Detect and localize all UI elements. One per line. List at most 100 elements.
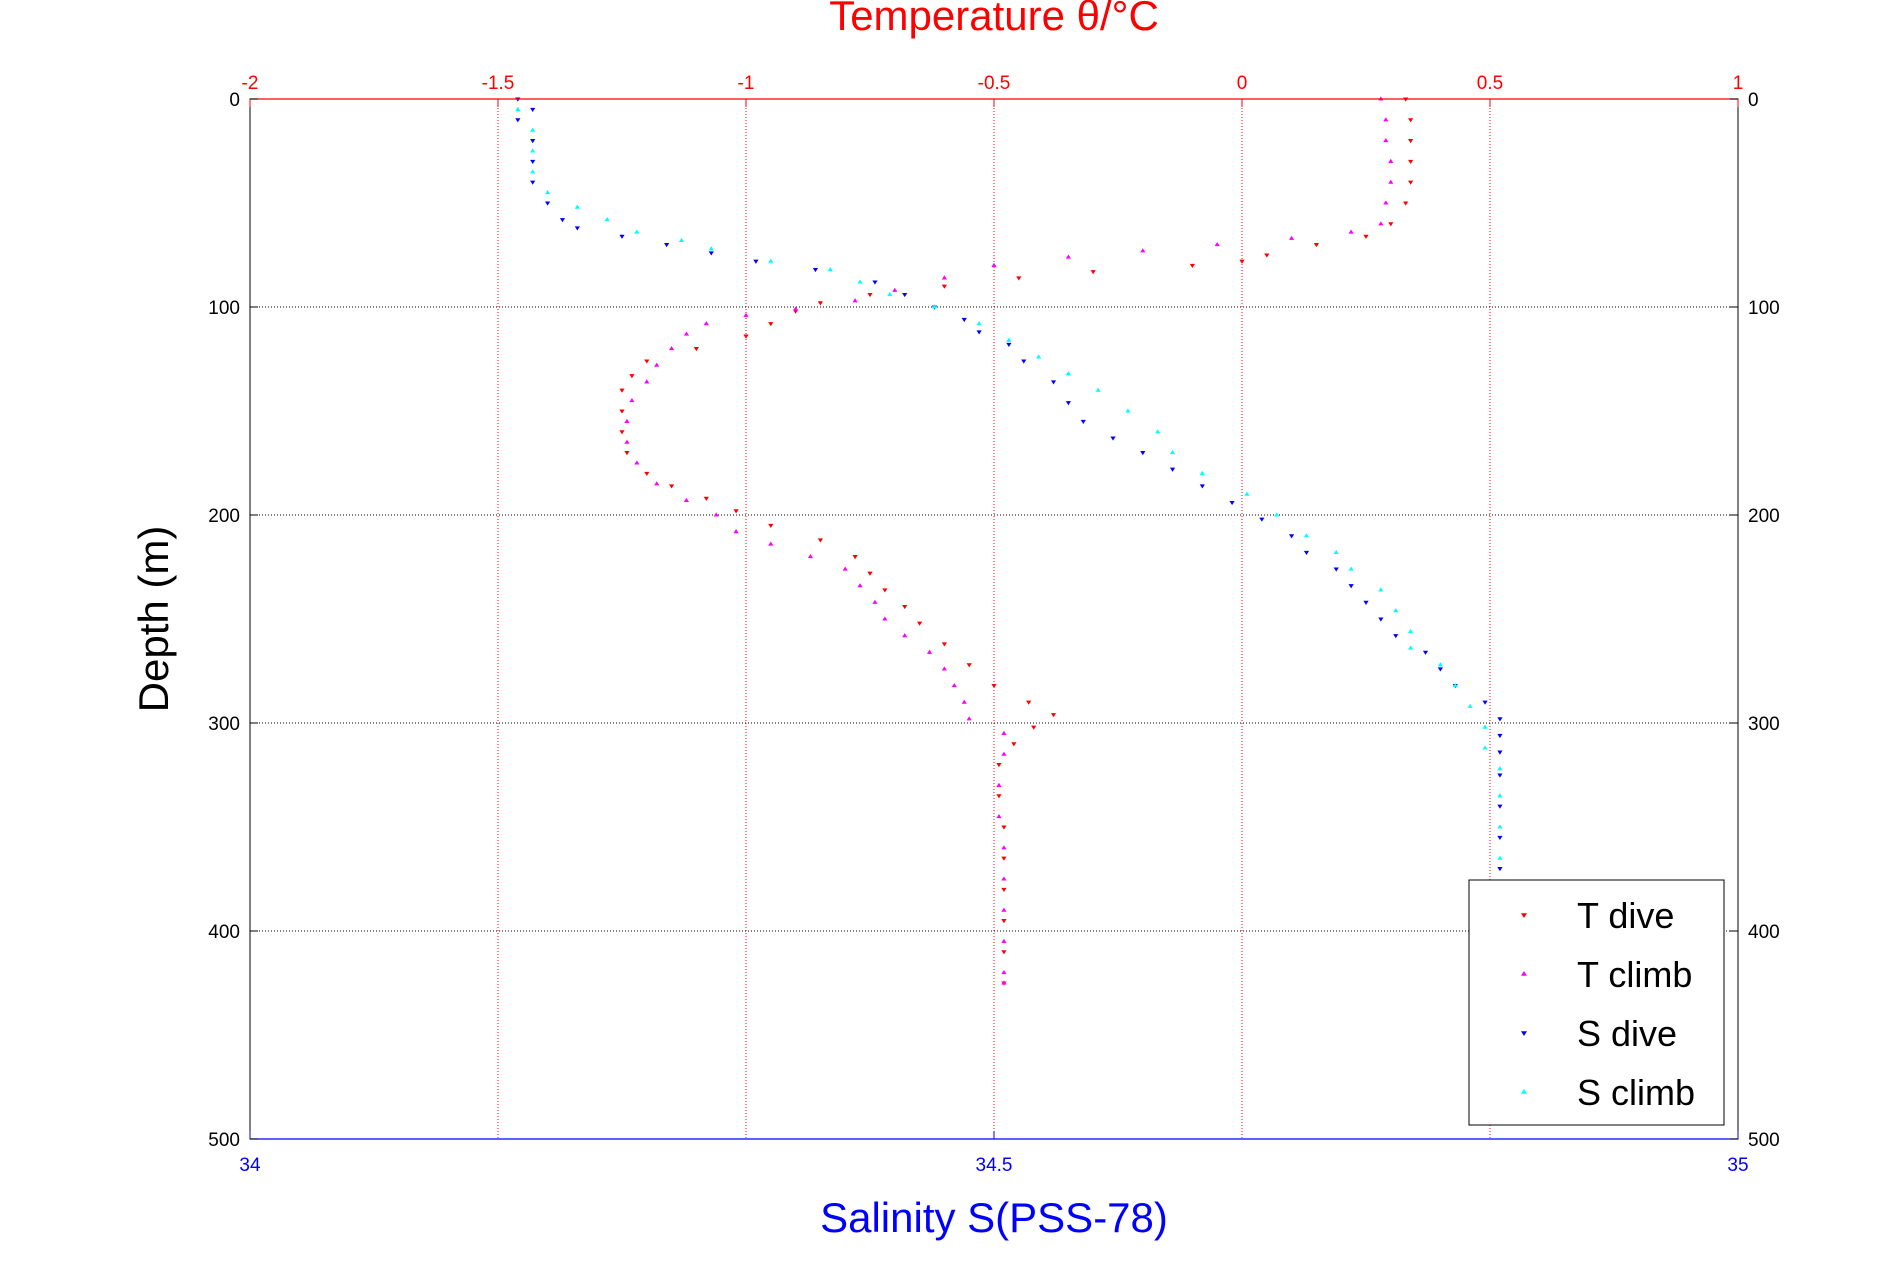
point-t-climb	[644, 379, 650, 384]
point-s-dive	[1140, 451, 1146, 456]
point-t-climb	[951, 682, 957, 688]
point-t-dive	[1408, 118, 1414, 123]
point-t-dive	[1001, 950, 1007, 955]
point-s-climb	[1155, 429, 1161, 434]
point-s-climb	[1169, 450, 1176, 455]
point-t-climb	[624, 418, 630, 423]
point-s-dive	[1482, 700, 1488, 705]
point-s-dive	[1169, 467, 1176, 472]
point-t-climb	[842, 566, 848, 571]
point-t-dive	[1408, 180, 1414, 185]
point-s-dive	[1110, 436, 1116, 441]
y-axis-label: Depth (m)	[130, 526, 177, 713]
point-t-climb	[1388, 158, 1394, 163]
point-t-climb	[1001, 980, 1007, 985]
point-t-dive	[867, 292, 873, 298]
point-t-climb	[1378, 221, 1384, 226]
point-t-dive	[1408, 139, 1414, 144]
legend-marker	[1521, 971, 1527, 976]
point-s-climb	[887, 291, 893, 297]
point-t-climb	[852, 298, 858, 303]
point-s-climb	[530, 169, 536, 174]
point-t-dive	[882, 588, 888, 593]
data-marks	[515, 96, 1503, 986]
point-s-climb	[1065, 370, 1071, 376]
point-s-climb	[574, 204, 580, 209]
point-s-climb	[1333, 549, 1339, 554]
point-t-dive	[1403, 201, 1409, 206]
depth-tick-label-left: 500	[208, 1130, 240, 1151]
point-t-climb	[1001, 907, 1007, 912]
point-s-dive	[753, 259, 759, 264]
point-t-climb	[733, 529, 739, 534]
salinity-tick-label: 35	[1727, 1155, 1748, 1176]
point-s-dive	[1259, 517, 1265, 522]
point-t-climb	[926, 649, 933, 654]
point-t-dive	[991, 684, 997, 689]
point-t-climb	[882, 616, 888, 621]
point-s-climb	[515, 106, 521, 111]
point-s-dive	[1497, 835, 1503, 840]
point-t-climb	[1001, 751, 1007, 756]
point-t-climb	[654, 362, 660, 367]
point-s-dive	[812, 268, 819, 273]
point-s-dive	[664, 243, 670, 248]
point-s-climb	[1125, 408, 1131, 413]
legend: T dive T climb S dive S climb	[1468, 879, 1725, 1126]
point-s-climb	[1408, 645, 1414, 650]
point-t-dive	[624, 451, 630, 456]
legend-label: S climb	[1577, 1072, 1695, 1113]
point-t-climb	[1383, 200, 1389, 205]
point-t-dive	[669, 484, 675, 489]
x-axis-label: Salinity S(PSS-78)	[820, 1194, 1168, 1241]
point-t-climb	[793, 306, 799, 311]
depth-tick-label-left: 400	[208, 922, 240, 943]
depth-tick-label-right: 200	[1748, 506, 1780, 527]
point-s-climb	[1036, 354, 1042, 359]
point-t-climb	[1348, 229, 1354, 234]
point-s-dive	[545, 201, 551, 206]
point-s-climb	[1497, 766, 1503, 771]
point-s-dive	[559, 218, 566, 223]
point-t-climb	[1065, 254, 1071, 259]
point-s-dive	[1437, 667, 1443, 672]
point-s-climb	[1408, 628, 1414, 634]
depth-tick-label-left: 100	[208, 298, 240, 319]
point-t-dive	[1011, 742, 1017, 747]
point-s-climb	[634, 229, 640, 234]
point-t-climb	[1214, 242, 1220, 247]
point-t-dive	[1189, 263, 1195, 268]
point-t-climb	[902, 633, 908, 638]
point-s-dive	[1333, 567, 1339, 572]
temperature-tick-label: -1.5	[482, 73, 515, 94]
point-t-dive	[768, 523, 774, 528]
point-t-dive	[1001, 856, 1007, 861]
point-t-climb	[1383, 138, 1389, 143]
point-t-climb	[1001, 876, 1007, 881]
point-s-climb	[1482, 745, 1488, 750]
point-s-dive	[574, 226, 580, 231]
point-s-dive	[976, 330, 982, 335]
temperature-tick-label: -1	[738, 73, 755, 94]
point-s-dive	[872, 280, 878, 285]
point-t-climb	[941, 275, 947, 280]
point-t-climb	[966, 716, 972, 721]
point-s-dive	[1065, 401, 1071, 406]
point-t-dive	[1408, 159, 1414, 164]
point-t-dive	[1026, 700, 1032, 705]
point-t-climb	[713, 512, 719, 517]
point-s-dive	[708, 251, 714, 256]
point-s-climb	[530, 127, 536, 132]
point-s-climb	[1497, 855, 1503, 860]
point-t-climb	[1140, 248, 1146, 253]
point-s-dive	[1497, 804, 1503, 809]
legend-label: T climb	[1577, 954, 1692, 995]
point-s-dive	[1378, 617, 1384, 622]
point-t-climb	[1388, 179, 1394, 184]
point-s-climb	[1482, 724, 1488, 729]
point-t-dive	[867, 571, 873, 576]
point-t-dive	[902, 604, 908, 610]
point-s-climb	[1348, 566, 1354, 571]
point-s-climb	[1497, 793, 1503, 798]
point-t-dive	[817, 301, 823, 306]
